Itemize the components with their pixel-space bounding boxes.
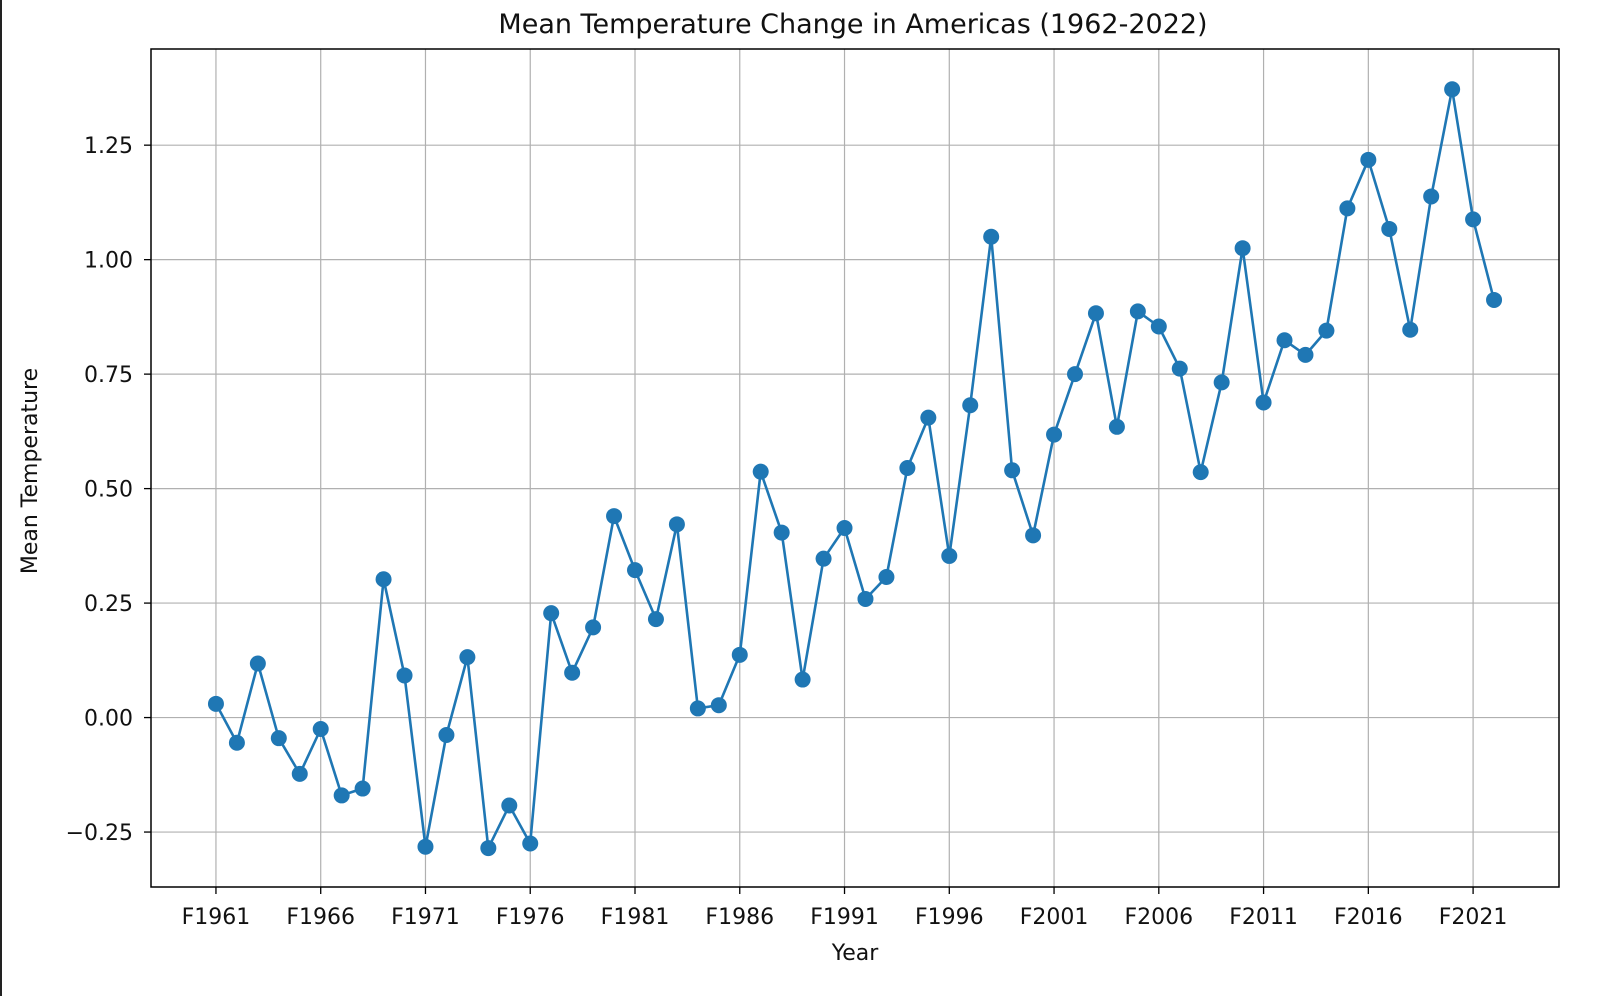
data-point bbox=[207, 695, 224, 712]
data-point bbox=[1025, 527, 1042, 544]
x-tick-label: F1986 bbox=[705, 905, 774, 930]
data-point bbox=[1276, 332, 1293, 349]
x-tick-label: F1981 bbox=[601, 905, 670, 930]
data-point bbox=[731, 646, 748, 663]
data-point bbox=[270, 730, 287, 747]
data-point bbox=[836, 519, 853, 536]
x-tick-label: F1976 bbox=[496, 905, 565, 930]
data-point bbox=[815, 550, 832, 567]
y-tick-label: −0.25 bbox=[66, 821, 133, 846]
series-line bbox=[214, 88, 1496, 850]
data-point bbox=[1381, 220, 1398, 237]
x-tick-label: F2011 bbox=[1229, 905, 1298, 930]
data-point bbox=[1067, 366, 1083, 383]
data-point bbox=[710, 697, 727, 714]
data-point bbox=[689, 700, 706, 717]
data-point bbox=[312, 721, 329, 738]
data-point bbox=[1234, 240, 1251, 257]
data-point bbox=[543, 605, 560, 622]
data-point bbox=[564, 664, 581, 681]
data-point bbox=[1192, 464, 1209, 481]
x-axis-label: Year bbox=[831, 941, 880, 966]
data-point bbox=[354, 780, 371, 797]
data-point bbox=[1004, 462, 1021, 479]
data-point bbox=[585, 619, 602, 636]
x-axis-ticks: F1961 F1966 F1971 F1976 F1981 F1986 F1991 F1996… bbox=[182, 887, 1508, 930]
data-point bbox=[794, 671, 811, 688]
data-point bbox=[1486, 291, 1503, 308]
data-point bbox=[1171, 360, 1188, 377]
series-layer bbox=[207, 81, 1503, 857]
data-point bbox=[459, 649, 476, 666]
data-point bbox=[228, 734, 245, 751]
y-tick-label: 0.75 bbox=[84, 363, 133, 388]
data-point bbox=[291, 765, 308, 782]
y-axis-ticks: −0.25 0.00 0.25 0.50 0.75 1.00 1.25 bbox=[66, 134, 151, 846]
data-point bbox=[899, 460, 916, 476]
x-tick-label: F1961 bbox=[182, 905, 251, 930]
data-point bbox=[1046, 426, 1063, 443]
data-point bbox=[920, 409, 937, 426]
data-point bbox=[941, 547, 958, 564]
data-point bbox=[1318, 322, 1335, 339]
data-point bbox=[627, 562, 643, 579]
data-point bbox=[1444, 81, 1461, 98]
data-point bbox=[1402, 321, 1419, 338]
data-point bbox=[1339, 200, 1356, 217]
data-point bbox=[480, 840, 497, 857]
data-point bbox=[962, 397, 979, 414]
y-tick-label: 0.00 bbox=[84, 707, 133, 732]
x-tick-label: F1966 bbox=[286, 905, 355, 930]
chart-title: Mean Temperature Change in Americas (196… bbox=[498, 9, 1207, 40]
y-tick-label: 1.00 bbox=[84, 249, 133, 274]
data-point bbox=[1108, 418, 1125, 435]
data-point bbox=[1087, 305, 1104, 322]
plot-area-frame bbox=[150, 48, 1560, 888]
data-point bbox=[375, 571, 392, 588]
data-point bbox=[1360, 151, 1377, 168]
data-point bbox=[249, 655, 266, 672]
data-point bbox=[857, 590, 874, 607]
y-tick-label: 0.25 bbox=[84, 592, 133, 617]
y-tick-label: 1.25 bbox=[84, 134, 133, 159]
data-point bbox=[333, 787, 350, 804]
x-tick-label: F1996 bbox=[915, 905, 984, 930]
x-tick-label: F1991 bbox=[810, 905, 879, 930]
data-point bbox=[501, 797, 518, 814]
data-point bbox=[396, 667, 413, 684]
data-point bbox=[1297, 346, 1314, 363]
x-tick-label: F2001 bbox=[1020, 905, 1089, 930]
data-point bbox=[1465, 211, 1482, 228]
data-point bbox=[522, 835, 539, 852]
x-tick-label: F2021 bbox=[1439, 905, 1508, 930]
y-axis-label: Mean Temperature bbox=[18, 368, 43, 574]
x-tick-label: F2006 bbox=[1124, 905, 1193, 930]
x-tick-label: F2016 bbox=[1334, 905, 1403, 930]
data-point bbox=[668, 516, 685, 533]
data-point bbox=[647, 611, 664, 628]
data-point bbox=[878, 568, 895, 585]
data-point bbox=[606, 508, 623, 525]
data-point bbox=[417, 838, 434, 855]
y-tick-label: 0.50 bbox=[84, 478, 133, 503]
data-point bbox=[1423, 188, 1440, 205]
data-point bbox=[773, 524, 790, 541]
data-point bbox=[983, 228, 1000, 245]
grid-lines bbox=[151, 49, 1559, 887]
data-point bbox=[1129, 303, 1146, 320]
data-point bbox=[1255, 394, 1272, 411]
data-point bbox=[1213, 374, 1230, 391]
data-point bbox=[438, 726, 455, 743]
data-point bbox=[752, 463, 769, 480]
x-tick-label: F1971 bbox=[391, 905, 460, 930]
data-point bbox=[1150, 318, 1167, 335]
